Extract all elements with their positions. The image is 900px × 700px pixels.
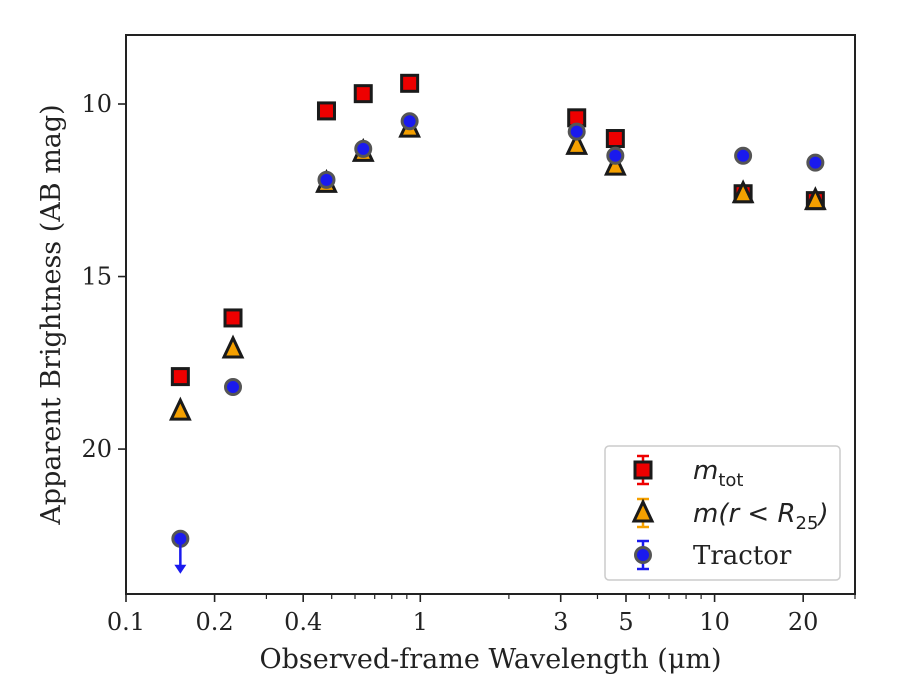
legend-circle-marker [634,546,652,564]
circle-point [606,146,625,165]
square-point [400,73,420,93]
y-tick-label: 20 [81,435,112,463]
x-tick-label: 1 [413,608,428,636]
data-markers [168,73,827,574]
legend-label: Tractor [693,541,792,571]
y-axis-label: Apparent Brightness (AB mag) [36,104,67,525]
circle-point [354,139,373,158]
circle-point [400,112,419,131]
square-point [605,129,625,149]
triangle-point [221,334,245,359]
x-tick-label: 20 [788,608,819,636]
x-tick-label: 0.2 [196,608,234,636]
circle-point [806,153,825,172]
legend: mtot m(r < R25) Tractor [604,445,841,581]
legend-label: m(r < R25) [693,499,829,534]
x-tick-label: 5 [618,608,633,636]
triangle-point [803,186,827,211]
upper-limit-arrow-head [174,564,187,574]
circle-point [567,122,586,141]
y-tick-label: 10 [81,90,112,118]
circle-point [734,146,753,165]
square-point [316,101,336,121]
x-axis-ticks: 0.1 0.2 0.4 1 3 5 10 20 [107,594,856,636]
circle-point [224,377,243,396]
plot-frame [125,34,856,595]
series-square [170,73,825,387]
circle-point [317,170,336,189]
x-tick-label: 3 [553,608,568,636]
x-tick-label: 10 [699,608,730,636]
triangle-point [731,179,755,204]
legend-entry: Tractor [634,539,792,571]
legend-entry: mtot [633,454,743,491]
legend-triangle-marker [631,498,655,523]
legend-entry: m(r < R25) [631,497,829,534]
x-tick-label: 0.1 [107,608,145,636]
triangle-point [565,130,589,155]
legend-label: mtot [693,456,743,491]
legend-square-marker [633,460,653,480]
triangle-point [168,396,192,421]
square-point [353,84,373,104]
x-tick-label: 0.4 [284,608,322,636]
legend-box [604,445,841,581]
series-circle [171,112,825,574]
square-point [170,367,190,387]
y-axis-ticks: 10 15 20 [81,90,126,463]
x-axis-label: Observed-frame Wavelength (μm) [259,644,721,675]
square-point [223,308,243,328]
y-tick-label: 15 [81,263,112,291]
